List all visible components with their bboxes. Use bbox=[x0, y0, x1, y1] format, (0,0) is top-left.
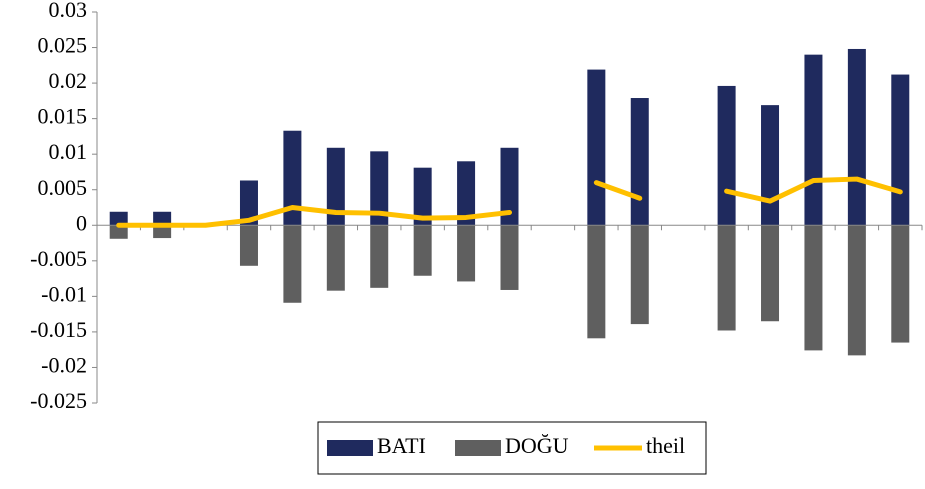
y-tick-label: 0.005 bbox=[38, 175, 88, 200]
legend-label: BATI bbox=[377, 433, 426, 458]
bar bbox=[761, 225, 780, 322]
bar bbox=[804, 225, 823, 351]
bar bbox=[891, 225, 910, 343]
y-tick-label: -0.025 bbox=[30, 388, 87, 413]
y-tick-label: 0 bbox=[76, 210, 87, 235]
bar bbox=[457, 161, 476, 226]
bar bbox=[109, 225, 128, 239]
bar bbox=[239, 225, 258, 266]
line-series bbox=[593, 180, 643, 201]
line-series bbox=[116, 205, 512, 228]
bar bbox=[761, 105, 780, 226]
y-tick-label: 0.015 bbox=[38, 104, 88, 129]
bar bbox=[457, 225, 476, 282]
y-tick-label: 0.03 bbox=[49, 0, 88, 22]
y-tick-label: 0.02 bbox=[49, 68, 88, 93]
bar bbox=[283, 130, 302, 226]
bar bbox=[370, 151, 389, 226]
legend-swatch bbox=[455, 440, 501, 456]
legend-swatch bbox=[327, 440, 373, 456]
y-tick-label: 0.025 bbox=[38, 33, 88, 58]
bar bbox=[109, 211, 128, 226]
bar bbox=[587, 69, 606, 226]
bar bbox=[500, 147, 519, 226]
y-tick-label: -0.005 bbox=[30, 246, 87, 271]
y-tick-label: -0.01 bbox=[41, 281, 87, 306]
y-tick-label: -0.02 bbox=[41, 353, 87, 378]
bar bbox=[153, 211, 172, 226]
legend-label: theil bbox=[646, 433, 685, 458]
bar bbox=[630, 225, 649, 325]
bar bbox=[370, 225, 389, 288]
bar bbox=[413, 167, 432, 226]
bar bbox=[239, 180, 258, 226]
bar bbox=[847, 48, 866, 226]
bar bbox=[326, 147, 345, 226]
y-tick-label: 0.01 bbox=[49, 139, 88, 164]
bar bbox=[717, 225, 736, 331]
bar bbox=[717, 85, 736, 226]
bar bbox=[153, 225, 172, 239]
bar bbox=[283, 225, 302, 303]
bar bbox=[326, 225, 345, 291]
bar bbox=[500, 225, 519, 290]
line-series bbox=[724, 176, 903, 204]
legend-label: DOĞU bbox=[505, 433, 569, 458]
bar bbox=[847, 225, 866, 356]
bar bbox=[413, 225, 432, 276]
bar bbox=[804, 54, 823, 226]
bar bbox=[630, 98, 649, 226]
bar bbox=[891, 74, 910, 226]
bar bbox=[587, 225, 606, 339]
y-tick-label: -0.015 bbox=[30, 317, 87, 342]
